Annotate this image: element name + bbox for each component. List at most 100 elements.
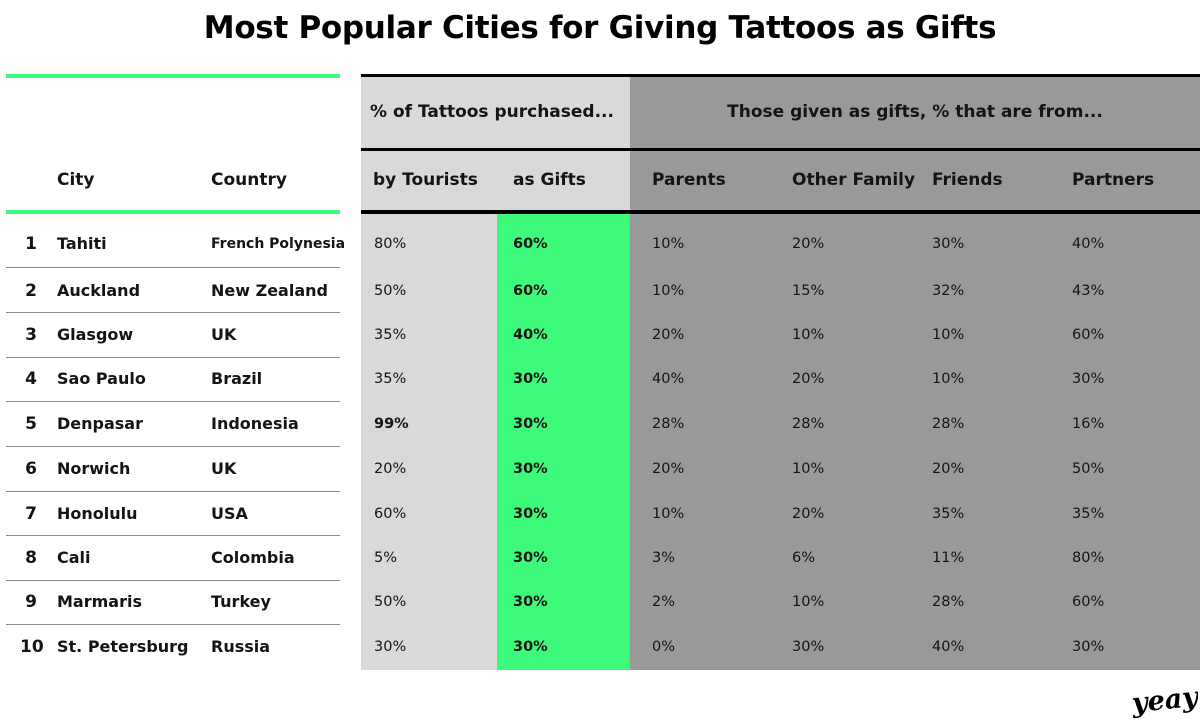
other-family-cell: 6%: [792, 550, 816, 566]
by-tourists-cell: 50%: [374, 594, 407, 610]
black-rule-top: [361, 74, 1200, 77]
chart-title: Most Popular Cities for Giving Tattoos a…: [203, 10, 997, 46]
by-tourists-cell: 35%: [374, 371, 407, 387]
row-divider: [6, 446, 340, 447]
partners-cell: 40%: [1072, 236, 1105, 252]
rank-cell: 2: [25, 281, 37, 301]
friends-cell: 20%: [932, 461, 965, 477]
partners-cell: 60%: [1072, 327, 1105, 343]
row-divider: [6, 267, 340, 268]
city-cell: Honolulu: [57, 504, 138, 523]
by-tourists-cell: 99%: [374, 416, 409, 432]
rank-cell: 3: [25, 325, 37, 345]
column-header-by-tourists: by Tourists: [373, 170, 478, 190]
by-tourists-cell: 50%: [374, 283, 407, 299]
column-header-city: City: [57, 170, 95, 190]
country-cell: USA: [211, 504, 248, 523]
city-cell: Glasgow: [57, 325, 134, 344]
parents-cell: 2%: [652, 594, 676, 610]
black-rule-group: [361, 148, 1200, 151]
yeay-logo: yeay: [1132, 681, 1198, 719]
rank-cell: 1: [25, 234, 37, 254]
row-divider: [6, 357, 340, 358]
black-rule-header: [361, 210, 1200, 214]
row-divider: [6, 491, 340, 492]
friends-cell: 32%: [932, 283, 965, 299]
parents-cell: 10%: [652, 283, 685, 299]
parents-cell: 10%: [652, 506, 685, 522]
city-cell: Norwich: [57, 459, 131, 478]
as-gifts-cell: 30%: [513, 639, 548, 655]
row-divider: [6, 624, 340, 625]
by-tourists-cell: 5%: [374, 550, 398, 566]
column-header-other-family: Other Family: [792, 170, 916, 190]
country-cell: Turkey: [211, 592, 271, 611]
rank-cell: 7: [25, 504, 37, 524]
city-cell: Marmaris: [57, 592, 142, 611]
as-gifts-cell: 30%: [513, 594, 548, 610]
city-cell: Auckland: [57, 281, 141, 300]
as-gifts-highlight-column: [497, 212, 630, 670]
column-header-as-gifts: as Gifts: [513, 170, 586, 190]
partners-cell: 50%: [1072, 461, 1105, 477]
column-header-friends: Friends: [932, 170, 1003, 190]
rank-cell: 5: [25, 414, 37, 434]
partners-cell: 35%: [1072, 506, 1105, 522]
friends-cell: 28%: [932, 416, 965, 432]
friends-cell: 40%: [932, 639, 965, 655]
friends-cell: 11%: [932, 550, 965, 566]
other-family-cell: 20%: [792, 236, 825, 252]
partners-cell: 43%: [1072, 283, 1105, 299]
other-family-cell: 20%: [792, 506, 825, 522]
partners-cell: 16%: [1072, 416, 1105, 432]
city-cell: Denpasar: [57, 414, 143, 433]
rank-cell: 9: [25, 592, 37, 612]
city-cell: Cali: [57, 548, 91, 567]
row-divider: [6, 535, 340, 536]
green-rule-header: [6, 210, 340, 214]
country-cell: French Polynesia: [211, 236, 346, 252]
other-family-cell: 10%: [792, 327, 825, 343]
friends-cell: 35%: [932, 506, 965, 522]
country-cell: Brazil: [211, 369, 263, 388]
partners-cell: 30%: [1072, 639, 1105, 655]
other-family-cell: 15%: [792, 283, 825, 299]
country-cell: UK: [211, 325, 237, 344]
by-tourists-cell: 35%: [374, 327, 407, 343]
row-divider: [6, 312, 340, 313]
column-header-partners: Partners: [1072, 170, 1155, 190]
by-tourists-cell: 30%: [374, 639, 407, 655]
other-family-cell: 10%: [792, 461, 825, 477]
gifts-from-panel: [630, 76, 1200, 670]
as-gifts-cell: 60%: [513, 283, 548, 299]
other-family-cell: 20%: [792, 371, 825, 387]
country-cell: Indonesia: [211, 414, 299, 433]
by-tourists-cell: 20%: [374, 461, 407, 477]
as-gifts-cell: 30%: [513, 461, 548, 477]
row-divider: [6, 580, 340, 581]
svg-text:yeay: yeay: [1132, 681, 1198, 719]
as-gifts-cell: 30%: [513, 416, 548, 432]
country-cell: New Zealand: [211, 281, 328, 300]
column-header-parents: Parents: [652, 170, 726, 190]
group-header-gifts-from: Those given as gifts, % that are from...: [727, 102, 1103, 122]
by-tourists-cell: 60%: [374, 506, 407, 522]
rank-cell: 4: [25, 369, 37, 389]
parents-cell: 10%: [652, 236, 685, 252]
city-cell: St. Petersburg: [57, 637, 189, 656]
as-gifts-cell: 30%: [513, 506, 548, 522]
friends-cell: 30%: [932, 236, 965, 252]
by-tourists-cell: 80%: [374, 236, 407, 252]
other-family-cell: 28%: [792, 416, 825, 432]
country-cell: Colombia: [211, 548, 295, 567]
row-divider: [6, 401, 340, 402]
as-gifts-cell: 60%: [513, 236, 548, 252]
green-rule-top: [6, 74, 340, 78]
column-header-country: Country: [211, 170, 287, 190]
country-cell: Russia: [211, 637, 271, 656]
other-family-cell: 10%: [792, 594, 825, 610]
partners-cell: 80%: [1072, 550, 1105, 566]
partners-cell: 30%: [1072, 371, 1105, 387]
parents-cell: 0%: [652, 639, 676, 655]
city-cell: Sao Paulo: [57, 369, 146, 388]
